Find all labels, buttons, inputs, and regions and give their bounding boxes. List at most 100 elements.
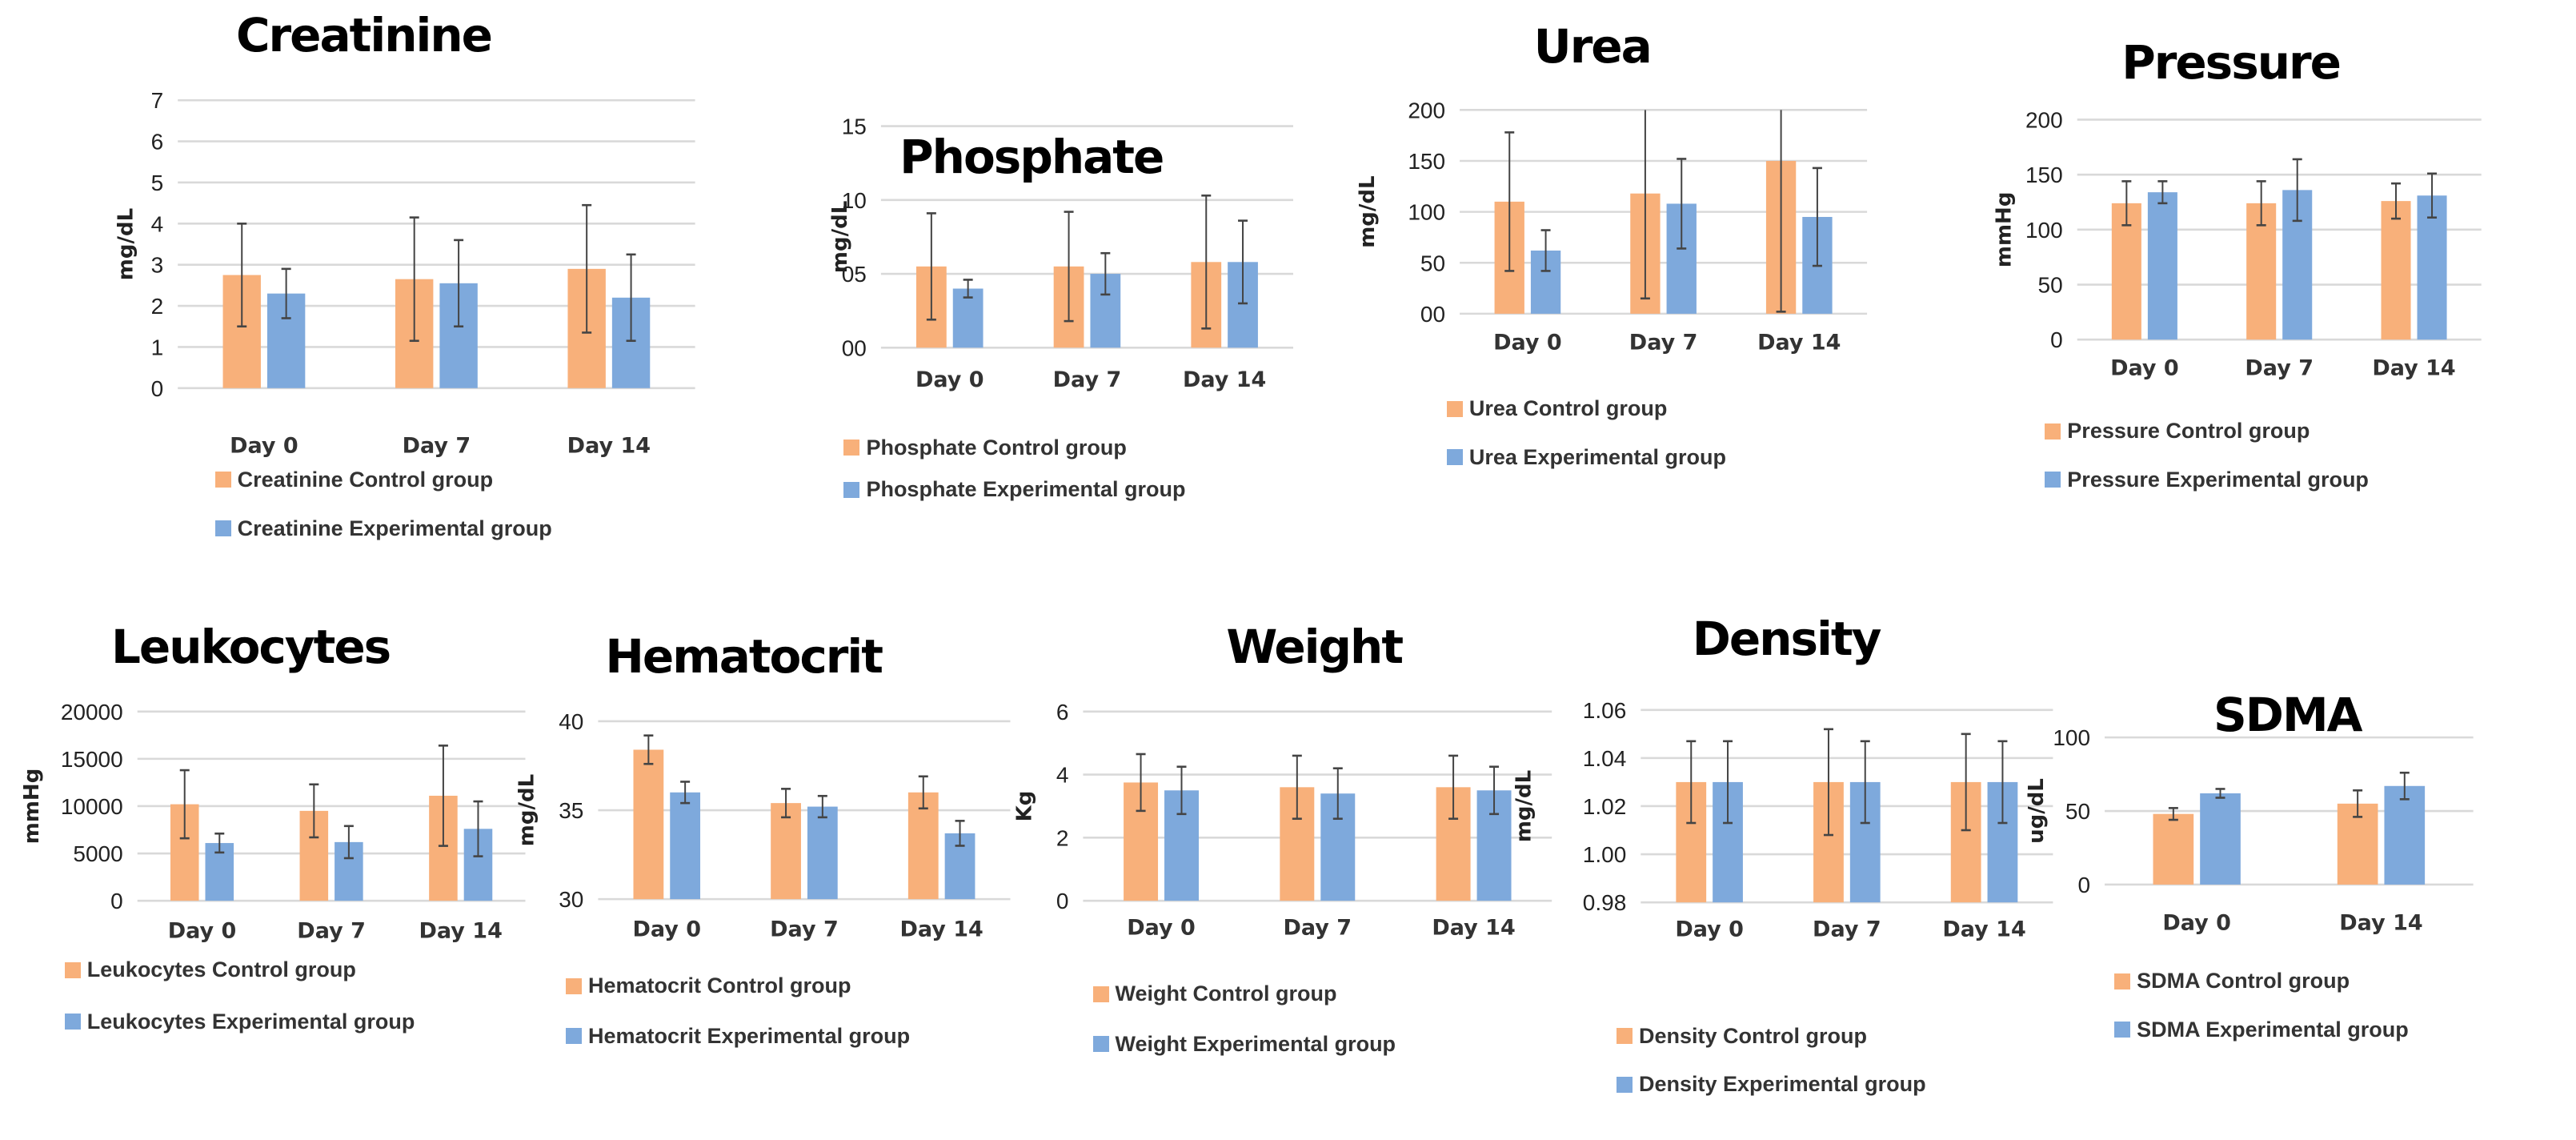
legend-item: Pressure Control group — [2045, 419, 2310, 444]
y-axis-label: mg/dL — [114, 208, 138, 280]
legend-item: Hematocrit Control group — [566, 973, 851, 998]
legend-label: Leukocytes Control group — [86, 957, 356, 981]
x-tick-label: Day 7 — [2245, 356, 2314, 381]
legend-swatch — [2045, 423, 2061, 440]
legend-swatch — [566, 977, 582, 994]
legend-swatch — [214, 520, 231, 537]
chart-hematocrit: 30 35 40 mg/dL Day 0 Day 7 Day 14 — [515, 709, 1011, 942]
legend-item: Urea Control group — [1446, 396, 1668, 421]
legend-swatch — [64, 1014, 81, 1030]
y-tick-label: 30 — [559, 887, 583, 912]
x-tick-label: Day 7 — [770, 917, 839, 942]
bar-control — [907, 792, 939, 900]
legend-label: Urea Experimental group — [1468, 444, 1726, 469]
x-tick-label: Day 14 — [1942, 917, 2025, 942]
chart-title: Weight — [1226, 619, 1404, 674]
y-tick-label: 1.00 — [1583, 842, 1627, 867]
chart-urea: 00 50 100 150 200 mg/dL Day 0 Day 7 Day 14 — [1356, 98, 1868, 355]
y-tick-label: 0 — [2077, 873, 2090, 897]
y-tick-label: 50 — [1420, 251, 1445, 275]
x-tick-label: Day 14 — [419, 919, 503, 944]
legend-label: Hematocrit Experimental group — [588, 1023, 911, 1048]
y-tick-label: 1 — [151, 335, 164, 359]
legend-item: Leukocytes Experimental group — [64, 1010, 415, 1034]
x-tick-label: Day 14 — [2372, 356, 2455, 381]
y-tick-label: 1.06 — [1583, 698, 1627, 723]
chart-density: 0.98 1.00 1.02 1.04 1.06 mg/dL Day 0 Day 7 Day 1… — [1512, 698, 2053, 942]
x-tick-label: Day 0 — [1127, 916, 1196, 941]
y-axis-label: Kg — [1013, 791, 1037, 822]
x-tick-label: Day 7 — [1629, 330, 1698, 355]
y-tick-label: 05 — [842, 262, 867, 287]
y-tick-label: 6 — [151, 130, 164, 155]
legend-item: Hematocrit Experimental group — [566, 1024, 910, 1049]
legend-item: SDMA Control group — [2114, 969, 2350, 993]
legend-label: Hematocrit Control group — [588, 973, 851, 998]
legend-label: Creatinine Control group — [237, 467, 494, 492]
bar-experimental — [2417, 195, 2447, 340]
y-tick-label: 2 — [1056, 825, 1069, 850]
legend-item: Weight Control group — [1092, 981, 1337, 1006]
legend-item: Urea Experimental group — [1446, 444, 1726, 470]
legend-item: SDMA Experimental group — [2114, 1018, 2409, 1042]
legend-item: Creatinine Experimental group — [214, 516, 552, 541]
bar-experimental — [2147, 192, 2177, 340]
legend-label: Weight Control group — [1115, 981, 1337, 1006]
x-tick-label: Day 14 — [1183, 367, 1266, 392]
y-tick-label: 10000 — [61, 794, 123, 819]
legend-item: Phosphate Experimental group — [843, 477, 1186, 502]
y-tick-label: 2 — [151, 294, 164, 319]
chart-title: Creatinine — [235, 8, 493, 63]
legend-label: Density Experimental group — [1639, 1072, 1926, 1097]
legend-swatch — [214, 472, 231, 488]
y-tick-label: 00 — [1420, 302, 1445, 327]
x-tick-label: Day 7 — [1284, 916, 1352, 941]
legend-label: Phosphate Experimental group — [866, 477, 1186, 502]
bar-experimental — [807, 806, 838, 900]
legend-swatch — [2045, 472, 2061, 488]
y-tick-label: 40 — [559, 709, 583, 734]
x-tick-label: Day 0 — [168, 919, 237, 944]
chart-pressure: 0 50 100 150 200 mmHg Day 0 Day 7 Day 14 — [1993, 107, 2482, 381]
bar-control — [771, 803, 801, 900]
chart-creatinine: 0 1 2 3 4 5 6 7 mg/dL Day 0 Day 7 Day 14 — [114, 88, 695, 459]
legend-label: SDMA Control group — [2137, 969, 2350, 993]
chart-sdma: 0 50 100 ug/dL Day 0 Day 14 — [2025, 725, 2474, 936]
x-tick-label: Day 0 — [1493, 330, 1562, 355]
y-tick-label: 0 — [110, 889, 123, 913]
legend-swatch — [843, 481, 860, 498]
x-tick-label: Day 14 — [567, 434, 651, 459]
legend-swatch — [1617, 1028, 1633, 1045]
y-tick-label: 7 — [151, 88, 164, 113]
y-axis-label: mmHg — [20, 769, 44, 845]
bar-control — [2153, 813, 2194, 885]
bar-experimental — [2200, 793, 2241, 885]
chart-phosphate: 00 05 10 15 mg/dL Day 0 Day 7 Day 14 — [828, 114, 1293, 392]
y-tick-label: 15 — [842, 114, 867, 139]
y-tick-label: 150 — [2025, 163, 2063, 187]
legend-swatch — [2114, 1022, 2131, 1038]
y-axis-label: mg/dL — [1356, 175, 1380, 247]
chart-title: Leukocytes — [110, 619, 391, 674]
legend-label: Urea Control group — [1468, 396, 1668, 421]
legend-swatch — [1446, 400, 1463, 417]
chart-weight: 0 2 4 6 Kg Day 0 Day 7 Day 14 — [1013, 700, 1552, 941]
legend-item: Density Experimental group — [1617, 1072, 1926, 1097]
y-tick-label: 6 — [1056, 700, 1069, 725]
y-axis-label: mg/dL — [1512, 770, 1536, 842]
y-tick-label: 00 — [842, 335, 867, 360]
y-axis-label: mg/dL — [828, 201, 852, 273]
legend-item: Phosphate Control group — [843, 436, 1127, 460]
chart-title: Phosphate — [899, 129, 1164, 184]
legend-item: Pressure Experimental group — [2045, 468, 2369, 492]
x-tick-label: Day 14 — [2339, 911, 2422, 936]
x-tick-label: Day 14 — [1757, 330, 1841, 355]
y-tick-label: 0 — [151, 376, 164, 401]
y-tick-label: 35 — [559, 798, 583, 823]
y-tick-label: 10 — [842, 188, 867, 213]
chart-title: Hematocrit — [605, 628, 883, 684]
y-tick-label: 100 — [2053, 725, 2090, 750]
y-tick-label: 5000 — [73, 841, 122, 866]
legend-item: Weight Experimental group — [1092, 1032, 1396, 1057]
